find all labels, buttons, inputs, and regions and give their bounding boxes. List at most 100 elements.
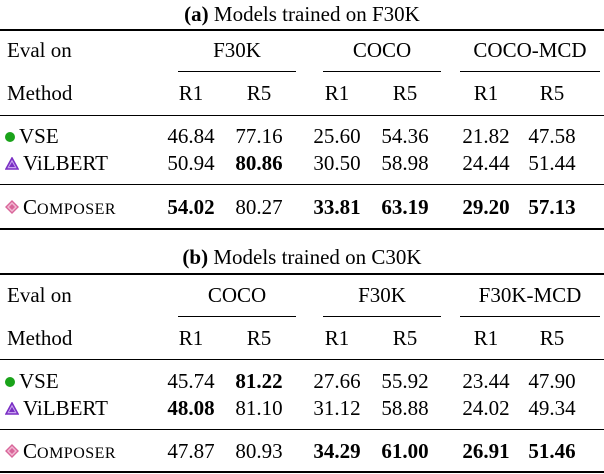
purple-triangle-icon [5, 156, 19, 170]
table-cell: 81.10 [235, 396, 283, 420]
table-cell: 21.82 [462, 124, 510, 148]
pink-diamond-icon [5, 200, 19, 215]
table-cell: 24.02 [462, 396, 510, 420]
table-cell: 27.66 [313, 369, 361, 393]
table-cell-best: 34.29 [313, 439, 361, 463]
method-name-initial: C [23, 439, 38, 463]
table-cell-best: 51.46 [528, 439, 576, 463]
method-name: ViLBERT [23, 151, 108, 175]
table-cell: 58.98 [381, 151, 429, 175]
method-name-rest: OMPOSER [37, 201, 117, 218]
method-name: COMPOSER [23, 195, 116, 219]
group-underline [323, 316, 441, 317]
table-cell: 77.16 [235, 124, 283, 148]
purple-triangle-icon [5, 401, 19, 415]
bottom-rule-b [0, 471, 604, 473]
method-name: COMPOSER [23, 439, 116, 463]
table-row-label: VSE [5, 124, 59, 148]
metric-header: R1 [473, 326, 499, 350]
header-rule-a [0, 115, 604, 116]
table-cell: 47.58 [528, 124, 576, 148]
separator-rule-b [0, 429, 604, 430]
group-header: F30K [358, 283, 406, 307]
group-underline [323, 71, 441, 72]
table-cell: 45.74 [167, 369, 215, 393]
table-cell-best: 33.81 [313, 195, 361, 219]
table-cell: 47.90 [528, 369, 576, 393]
group-header: F30K [213, 38, 261, 62]
metric-header: R5 [246, 81, 272, 105]
header-rule-b [0, 359, 604, 360]
metric-header: R1 [473, 81, 499, 105]
table-cell: 31.12 [313, 396, 361, 420]
method-name-rest: OMPOSER [37, 445, 117, 462]
table-cell: 50.94 [167, 151, 215, 175]
group-header: F30K-MCD [478, 283, 582, 307]
table-cell: 46.84 [167, 124, 215, 148]
group-header: COCO-MCD [473, 38, 587, 62]
separator-rule-a [0, 184, 604, 185]
caption-text-b: Models trained on C30K [208, 245, 422, 269]
green-dot-icon [5, 131, 15, 142]
table-cell: 49.34 [528, 396, 576, 420]
method-label: Method [7, 81, 73, 105]
table-row-label: COMPOSER [5, 439, 116, 466]
metric-header: R5 [539, 326, 565, 350]
method-name: ViLBERT [23, 396, 108, 420]
table-cell-best: 61.00 [381, 439, 429, 463]
table-cell-best: 57.13 [528, 195, 576, 219]
table-caption-a: (a) Models trained on F30K [0, 2, 604, 26]
table-cell: 54.36 [381, 124, 429, 148]
table-cell: 30.50 [313, 151, 361, 175]
table-cell: 51.44 [528, 151, 576, 175]
table-cell-best: 29.20 [462, 195, 510, 219]
table-cell-best: 80.86 [235, 151, 283, 175]
green-dot-icon [5, 376, 15, 387]
table-cell: 47.87 [167, 439, 215, 463]
table-row-label: ViLBERT [5, 151, 108, 175]
table-caption-b: (b) Models trained on C30K [0, 245, 604, 269]
method-name-initial: C [23, 195, 38, 219]
table-cell-best: 63.19 [381, 195, 429, 219]
bottom-rule-a [0, 228, 604, 230]
metric-header: R5 [392, 326, 418, 350]
method-name: VSE [19, 124, 59, 148]
table-row-label: ViLBERT [5, 396, 108, 420]
metric-header: R5 [539, 81, 565, 105]
eval-on-label: Eval on [7, 38, 72, 62]
metric-header: R1 [178, 326, 204, 350]
group-header: COCO [352, 38, 412, 62]
metric-header: R5 [392, 81, 418, 105]
group-underline [460, 316, 600, 317]
group-header: COCO [207, 283, 267, 307]
table-cell-best: 26.91 [462, 439, 510, 463]
table-cell: 80.93 [235, 439, 283, 463]
table-cell-best: 48.08 [167, 396, 215, 420]
table-cell: 23.44 [462, 369, 510, 393]
table-cell: 25.60 [313, 124, 361, 148]
table-cell-best: 54.02 [167, 195, 215, 219]
metric-header: R1 [178, 81, 204, 105]
group-underline [460, 71, 600, 72]
caption-tag-b: (b) [182, 245, 209, 269]
table-row-label: VSE [5, 369, 59, 393]
metric-header: R1 [324, 326, 350, 350]
group-underline [178, 71, 296, 72]
table-row-label: COMPOSER [5, 195, 116, 222]
table-cell: 80.27 [235, 195, 283, 219]
top-rule-a [0, 29, 604, 31]
pink-diamond-icon [5, 444, 19, 459]
metric-header: R1 [324, 81, 350, 105]
caption-tag-a: (a) [184, 2, 209, 26]
group-underline [178, 316, 296, 317]
table-cell: 58.88 [381, 396, 429, 420]
table-cell: 55.92 [381, 369, 429, 393]
metric-header: R5 [246, 326, 272, 350]
eval-on-label: Eval on [7, 283, 72, 307]
method-label: Method [7, 326, 73, 350]
method-name: VSE [19, 369, 59, 393]
table-cell-best: 81.22 [235, 369, 283, 393]
table-cell: 24.44 [462, 151, 510, 175]
top-rule-b [0, 273, 604, 275]
caption-text-a: Models trained on F30K [208, 2, 420, 26]
